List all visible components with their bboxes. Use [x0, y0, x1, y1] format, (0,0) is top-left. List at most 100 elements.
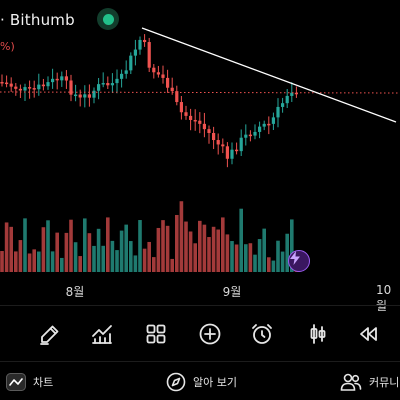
candle-body-52 — [239, 137, 243, 152]
volume-bar-61 — [280, 251, 285, 272]
alert-button[interactable] — [246, 318, 278, 350]
candle-body-5 — [23, 87, 27, 91]
candle-body-1 — [5, 82, 9, 85]
candle-body-4 — [18, 88, 22, 91]
lightning-button[interactable] — [288, 250, 310, 272]
candlestick-icon — [310, 324, 326, 344]
candle-body-42 — [193, 119, 197, 122]
candle-body-62 — [285, 95, 289, 104]
candle-body-32 — [147, 42, 151, 68]
candle-body-31 — [143, 39, 147, 43]
tab-community[interactable]: 커뮤니 — [340, 364, 399, 400]
candle-body-23 — [106, 83, 110, 86]
add-button[interactable] — [194, 318, 226, 350]
tab-community-label: 커뮤니 — [369, 376, 400, 389]
volume-bar-63 — [290, 219, 294, 272]
volume-bar-1 — [4, 222, 9, 272]
candle-body-11 — [51, 78, 55, 83]
price-chart[interactable]: · Bithumb %) — [0, 0, 400, 278]
compass-icon — [166, 372, 186, 392]
tab-explore[interactable]: 알아 보기 — [166, 364, 237, 400]
candle-body-15 — [69, 80, 73, 95]
candle-body-40 — [184, 112, 188, 116]
candle-body-14 — [64, 76, 68, 81]
divider-top — [0, 305, 400, 306]
volume-bar-7 — [32, 249, 36, 272]
candle-body-33 — [152, 67, 156, 73]
volume-bar-22 — [101, 245, 105, 272]
candle-body-44 — [202, 123, 206, 130]
candle-body-29 — [133, 49, 137, 56]
volume-bar-2 — [9, 226, 13, 272]
candle-body-26 — [120, 73, 124, 79]
rewind-icon — [360, 327, 377, 341]
candle-body-28 — [129, 55, 133, 71]
candle-body-16 — [74, 94, 78, 97]
candlestick-chart[interactable] — [0, 0, 400, 278]
volume-bar-30 — [138, 220, 142, 272]
volume-bar-13 — [60, 257, 64, 272]
candle-body-8 — [37, 84, 41, 90]
candle-body-12 — [55, 78, 59, 81]
volume-bar-54 — [248, 243, 253, 272]
volume-bar-43 — [198, 220, 202, 272]
candle-body-10 — [46, 82, 50, 87]
volume-bar-51 — [234, 244, 239, 272]
exchange-title: · Bithumb — [0, 11, 75, 29]
volume-bar-42 — [193, 243, 197, 272]
candle-body-6 — [28, 87, 32, 89]
candle-body-64 — [294, 92, 298, 95]
volume-bar-18 — [83, 218, 87, 272]
volume-bar-35 — [161, 220, 165, 272]
layout-grid-button[interactable] — [140, 318, 172, 350]
tab-explore-label: 알아 보기 — [193, 376, 237, 389]
volume-bar-57 — [262, 228, 266, 272]
candle-body-43 — [198, 120, 202, 124]
candle-body-48 — [221, 144, 225, 147]
indicators-button[interactable] — [86, 318, 118, 350]
live-status-icon — [97, 8, 119, 30]
volume-bar-24 — [110, 240, 115, 272]
replay-button[interactable] — [352, 318, 384, 350]
volume-bar-29 — [133, 255, 138, 272]
candle-body-20 — [92, 90, 96, 98]
volume-bar-6 — [27, 253, 32, 272]
chart-type-button[interactable] — [302, 318, 334, 350]
candle-body-2 — [9, 83, 13, 87]
candle-body-50 — [230, 149, 234, 159]
candle-body-36 — [166, 77, 170, 88]
volume-bar-32 — [147, 241, 151, 272]
volume-bar-8 — [37, 251, 41, 272]
draw-tool-button[interactable] — [34, 318, 66, 350]
candle-body-35 — [161, 74, 165, 78]
volume-bar-58 — [267, 257, 271, 272]
volume-bar-48 — [221, 217, 225, 272]
volume-bar-19 — [87, 233, 92, 272]
chart-tab-icon — [6, 373, 26, 391]
drawing-toolbar — [0, 312, 400, 356]
candle-body-49 — [225, 146, 229, 159]
volume-bar-9 — [41, 227, 46, 272]
volume-bar-62 — [285, 233, 289, 272]
trendline — [141, 27, 397, 123]
candle-body-46 — [212, 133, 216, 141]
candle-body-24 — [110, 83, 114, 86]
candle-body-9 — [41, 84, 45, 87]
candle-body-3 — [14, 86, 18, 89]
time-label-aug: 8월 — [65, 285, 85, 299]
volume-bar-26 — [119, 230, 124, 272]
volume-bar-55 — [253, 254, 257, 272]
candle-body-34 — [156, 72, 160, 75]
candle-body-27 — [124, 70, 128, 74]
volume-bar-37 — [170, 258, 174, 272]
candle-body-30 — [138, 39, 142, 50]
volume-bar-28 — [129, 241, 133, 272]
time-axis: 8월 9월 10월 — [0, 278, 400, 313]
volume-bar-56 — [257, 239, 262, 272]
candle-body-21 — [97, 84, 101, 91]
candle-body-18 — [83, 94, 87, 98]
volume-bar-3 — [14, 251, 18, 272]
volume-bar-60 — [276, 240, 280, 272]
volume-bar-52 — [239, 208, 243, 272]
tab-chart[interactable]: 차트 — [6, 364, 53, 400]
